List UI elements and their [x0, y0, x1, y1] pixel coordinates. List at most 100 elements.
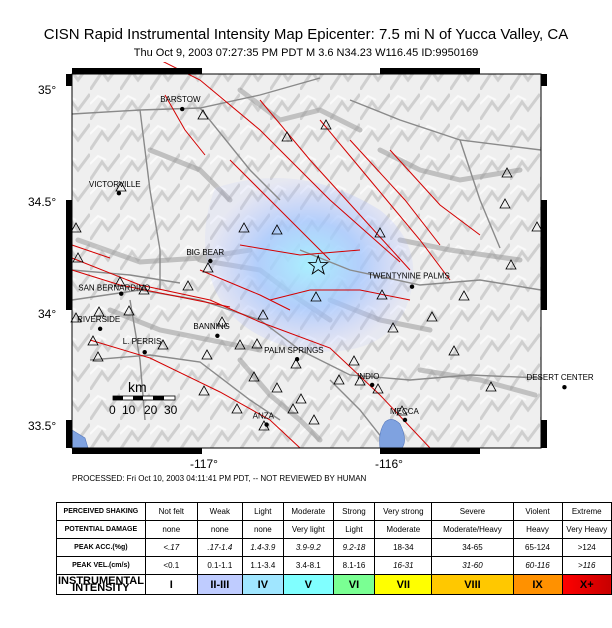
station-triangle-icon	[505, 259, 517, 270]
station-triangle-icon	[202, 262, 214, 273]
city-label: MECCA	[390, 407, 420, 416]
legend-row-vel: PEAK VEL.(cm/s) <0.1 0.1-1.1 1.1-3.4 3.4-8.1…	[56, 556, 612, 575]
station-triangle-icon	[295, 393, 307, 404]
legend-cell: 3.4-8.1	[282, 556, 334, 575]
station-triangle-icon	[320, 119, 332, 130]
city-label: BANNING	[193, 322, 229, 331]
legend-cell: Moderate/Heavy	[431, 520, 514, 539]
scale-unit: km	[128, 379, 147, 395]
legend-row-header: INSTRUMENTAL INTENSITY	[56, 574, 146, 595]
station-triangle-icon	[238, 222, 250, 233]
city-dot	[215, 333, 220, 338]
legend-cell: Very Heavy	[561, 520, 612, 539]
station-triangle-icon	[231, 403, 243, 414]
city-dot	[180, 106, 185, 112]
station-triangle-icon	[248, 371, 260, 382]
city-label: L. PERRIS	[123, 337, 162, 346]
city-dot	[409, 284, 415, 289]
legend-cell: 0.1-1.1	[196, 556, 243, 575]
station-triangle-icon	[354, 375, 366, 386]
station-triangle-icon	[123, 305, 135, 316]
legend-cell: 16-31	[374, 556, 433, 575]
city-dot	[369, 382, 375, 388]
legend-cell: Severe	[431, 502, 514, 521]
legend-cell: Light	[241, 502, 284, 521]
station-triangle-icon	[426, 311, 438, 322]
legend-row-perceived: PERCEIVED SHAKING Not felt Weak Light Modera…	[56, 502, 612, 521]
station-triangle-icon	[499, 198, 511, 209]
legend-cell: 31-60	[431, 556, 514, 575]
lon-label-116: -116°	[375, 457, 403, 471]
station-triangle-icon	[310, 291, 322, 302]
legend-row-header: PEAK VEL.(cm/s)	[56, 556, 146, 575]
lat-label-34-5: 34.5°	[28, 195, 56, 209]
station-triangle-icon	[501, 167, 513, 178]
legend-cell: Very light	[282, 520, 334, 539]
station-triangle-icon	[138, 284, 150, 295]
legend-row-header: PEAK ACC.(%g)	[56, 538, 146, 557]
legend-cell: 8.1-16	[332, 556, 376, 575]
station-triangle-icon	[115, 181, 127, 192]
city-dot	[264, 422, 269, 427]
axis-labels: 35° 34.5° 34° 33.5° -117° -116°	[28, 83, 403, 471]
cities: BARSTOW VICTORVILLE BIG BEAR SAN BERNARDINO…	[77, 95, 594, 427]
station-triangle-icon	[374, 227, 386, 238]
city-dot	[97, 326, 103, 331]
station-triangle-icon	[251, 338, 263, 349]
legend-cell: Light	[332, 520, 376, 539]
station-triangle-icon	[308, 414, 320, 425]
lat-label-33-5: 33.5°	[28, 419, 56, 433]
station-triangle-icon	[281, 131, 293, 142]
scale-bar: km 0 10 20 30	[109, 379, 178, 417]
station-triangle-icon	[198, 385, 210, 396]
legend-cell: .17-1.4	[196, 538, 243, 557]
scale-tick-30: 30	[164, 403, 178, 417]
water-bodies	[71, 419, 405, 449]
station-triangle-icon	[287, 403, 299, 414]
city-label: BIG BEAR	[186, 248, 224, 257]
lat-label-34: 34°	[38, 307, 56, 321]
station-triangle-icon	[87, 335, 99, 346]
station-triangle-icon	[458, 290, 470, 301]
station-triangle-icon	[396, 405, 408, 416]
processed-note: PROCESSED: Fri Oct 10, 2003 04:11:41 PM …	[72, 474, 367, 483]
station-triangle-icon	[531, 221, 543, 232]
station-triangle-icon	[271, 224, 283, 235]
station-triangle-icon	[72, 252, 84, 263]
station-triangle-icon	[234, 339, 246, 350]
legend-cell: 1.1-3.4	[241, 556, 284, 575]
station-triangle-icon	[216, 316, 228, 327]
city-label: PALM SPRINGS	[264, 346, 323, 355]
legend-cell: Moderate	[282, 502, 334, 521]
legend-cell: Heavy	[512, 520, 563, 539]
legend-row-damage: POTENTIAL DAMAGE none none none Very light Li…	[56, 520, 612, 539]
legend-cell: VIII	[431, 574, 514, 595]
legend-cell: VII	[374, 574, 433, 595]
city-dot	[116, 191, 122, 196]
legend-cell: Violent	[512, 502, 563, 521]
legend-row-int: INSTRUMENTAL INTENSITY I II-III IV V VI VII VII…	[56, 574, 612, 595]
legend-cell: none	[144, 520, 198, 539]
city-dot	[208, 258, 213, 264]
legend-cell: none	[196, 520, 243, 539]
city-dot	[142, 349, 147, 355]
city-dot	[562, 385, 567, 390]
city-label: TWENTYNINE PALMS	[368, 272, 450, 281]
legend-cell: I	[144, 574, 198, 595]
city-dot	[119, 291, 124, 296]
station-triangle-icon	[271, 382, 283, 393]
legend-cell: V	[282, 574, 334, 595]
legend-cell: Not felt	[144, 502, 198, 521]
legend-cell: <.17	[144, 538, 198, 557]
map-subtitle: Thu Oct 9, 2003 07:27:35 PM PDT M 3.6 N3…	[133, 47, 479, 59]
city-label: DESERT CENTER	[526, 373, 593, 382]
legend-cell: none	[241, 520, 284, 539]
station-triangle-icon	[448, 345, 460, 356]
epicenter-star-icon	[307, 254, 330, 275]
scale-tick-10: 10	[122, 403, 136, 417]
station-triangle-icon	[70, 312, 82, 323]
station-triangle-icon	[182, 280, 194, 291]
station-triangle-icon	[70, 222, 82, 233]
intensity-legend-table: PERCEIVED SHAKING Not felt Weak Light Modera…	[56, 502, 612, 595]
legend-cell: 60-116	[512, 556, 563, 575]
